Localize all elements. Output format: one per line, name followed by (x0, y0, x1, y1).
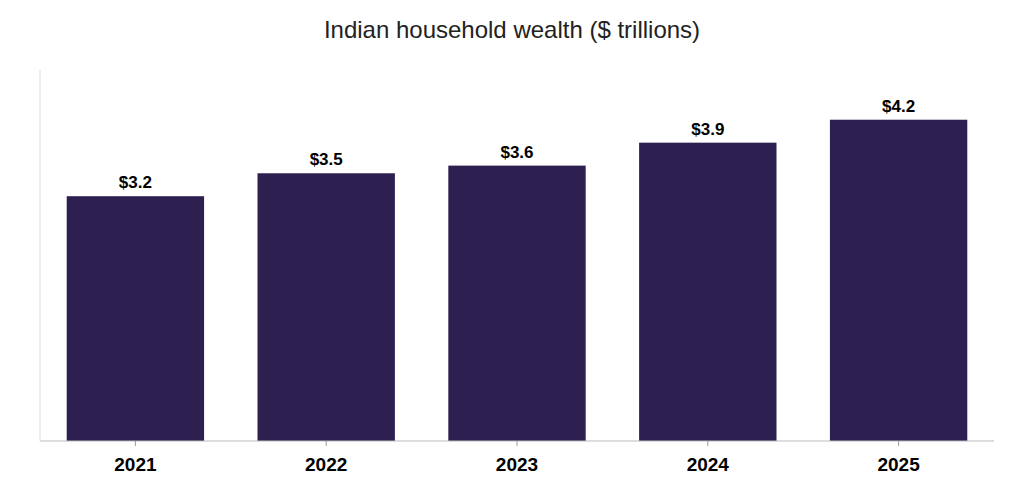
bar (830, 120, 967, 441)
x-tick-label: 2023 (496, 454, 538, 475)
chart-container: Indian household wealth ($ trillions) 202… (0, 0, 1024, 501)
x-tick (707, 441, 708, 446)
x-tick-label: 2021 (114, 454, 157, 475)
bar (258, 173, 395, 441)
bar (67, 196, 204, 441)
bar (448, 166, 585, 441)
title: Indian household wealth ($ trillions) (324, 16, 700, 43)
x-tick (517, 441, 518, 446)
x-tick-label: 2022 (305, 454, 347, 475)
data-label: $3.9 (691, 120, 724, 139)
x-tick-label: 2024 (687, 454, 730, 475)
data-label: $3.2 (119, 173, 152, 192)
y-axis-line (40, 70, 41, 441)
bars (67, 120, 968, 441)
chart-svg: Indian household wealth ($ trillions) 202… (0, 0, 1024, 501)
bar (639, 143, 776, 441)
x-tick (135, 441, 136, 446)
x-tick (326, 441, 327, 446)
data-label: $3.5 (310, 150, 343, 169)
x-tick-label: 2025 (877, 454, 920, 475)
data-label: $3.6 (500, 143, 533, 162)
x-tick (898, 441, 899, 446)
data-label: $4.2 (882, 97, 915, 116)
